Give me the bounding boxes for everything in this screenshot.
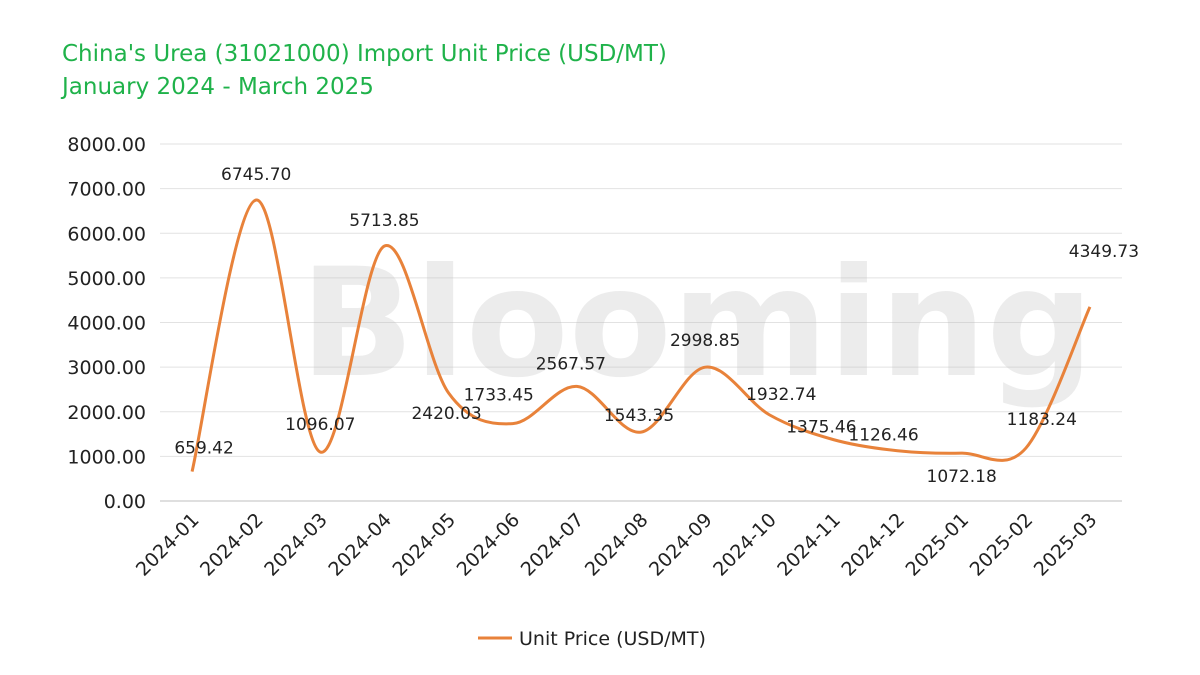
x-axis: 2024-012024-022024-032024-042024-052024-… (132, 509, 1102, 581)
y-axis: 0.00 1000.00 2000.00 3000.00 4000.00 5000.00 6… (67, 134, 146, 513)
data-label: 1543.35 (604, 406, 674, 426)
x-tick-label: 2024-11 (773, 509, 845, 581)
x-tick-label: 2025-02 (966, 509, 1038, 581)
grid-lines (160, 143, 1122, 502)
data-label: 2998.85 (670, 331, 740, 351)
data-label: 6745.70 (221, 165, 291, 185)
x-tick-label: 2024-03 (260, 509, 332, 581)
legend-label: Unit Price (USD/MT) (519, 628, 706, 650)
x-tick-label: 2024-12 (837, 509, 909, 581)
x-tick-label: 2024-01 (132, 509, 204, 581)
data-label: 1096.07 (285, 415, 355, 435)
data-label: 2567.57 (536, 354, 606, 374)
watermark: Blooming (300, 237, 1094, 411)
chart-title-block: China's Urea (31021000) Import Unit Pric… (62, 38, 667, 104)
y-tick-label: 3000.00 (67, 357, 146, 379)
x-tick-label: 2024-04 (324, 509, 396, 581)
x-tick-label: 2024-02 (196, 509, 268, 581)
x-tick-label: 2024-05 (388, 509, 460, 581)
data-label: 2420.03 (411, 404, 481, 424)
x-tick-label: 2025-01 (902, 509, 974, 581)
x-tick-label: 2024-09 (645, 509, 717, 581)
series-line (190, 198, 1092, 472)
x-tick-label: 2024-10 (709, 509, 781, 581)
y-tick-label: 8000.00 (67, 134, 146, 156)
data-label: 1932.74 (746, 385, 816, 405)
x-tick-label: 2025-03 (1030, 509, 1102, 581)
chart-subtitle: January 2024 - March 2025 (62, 74, 374, 100)
x-tick-label: 2024-06 (453, 509, 525, 581)
y-tick-label: 4000.00 (67, 313, 146, 335)
data-label: 1733.45 (464, 386, 534, 406)
y-tick-label: 7000.00 (67, 179, 146, 201)
data-label: 4349.73 (1069, 242, 1139, 262)
y-tick-label: 1000.00 (67, 446, 146, 468)
x-tick-label: 2024-08 (581, 509, 653, 581)
y-tick-label: 6000.00 (67, 223, 146, 245)
y-tick-label: 2000.00 (67, 402, 146, 424)
data-label: 5713.85 (349, 211, 419, 231)
data-labels: 659.42 6745.70 1096.07 5713.85 2420.031733.4… (174, 165, 1139, 487)
legend: Unit Price (USD/MT) (478, 628, 706, 650)
chart-title: China's Urea (31021000) Import Unit Pric… (62, 41, 667, 67)
y-tick-label: 5000.00 (67, 268, 146, 290)
y-tick-label: 0.00 (104, 491, 146, 513)
data-label: 659.42 (174, 439, 233, 459)
data-label: 1375.46 (786, 418, 856, 438)
x-tick-label: 2024-07 (517, 509, 589, 581)
data-label: 1183.24 (1007, 410, 1077, 430)
data-label: 1072.18 (927, 467, 997, 487)
data-label: 1126.46 (848, 426, 918, 446)
